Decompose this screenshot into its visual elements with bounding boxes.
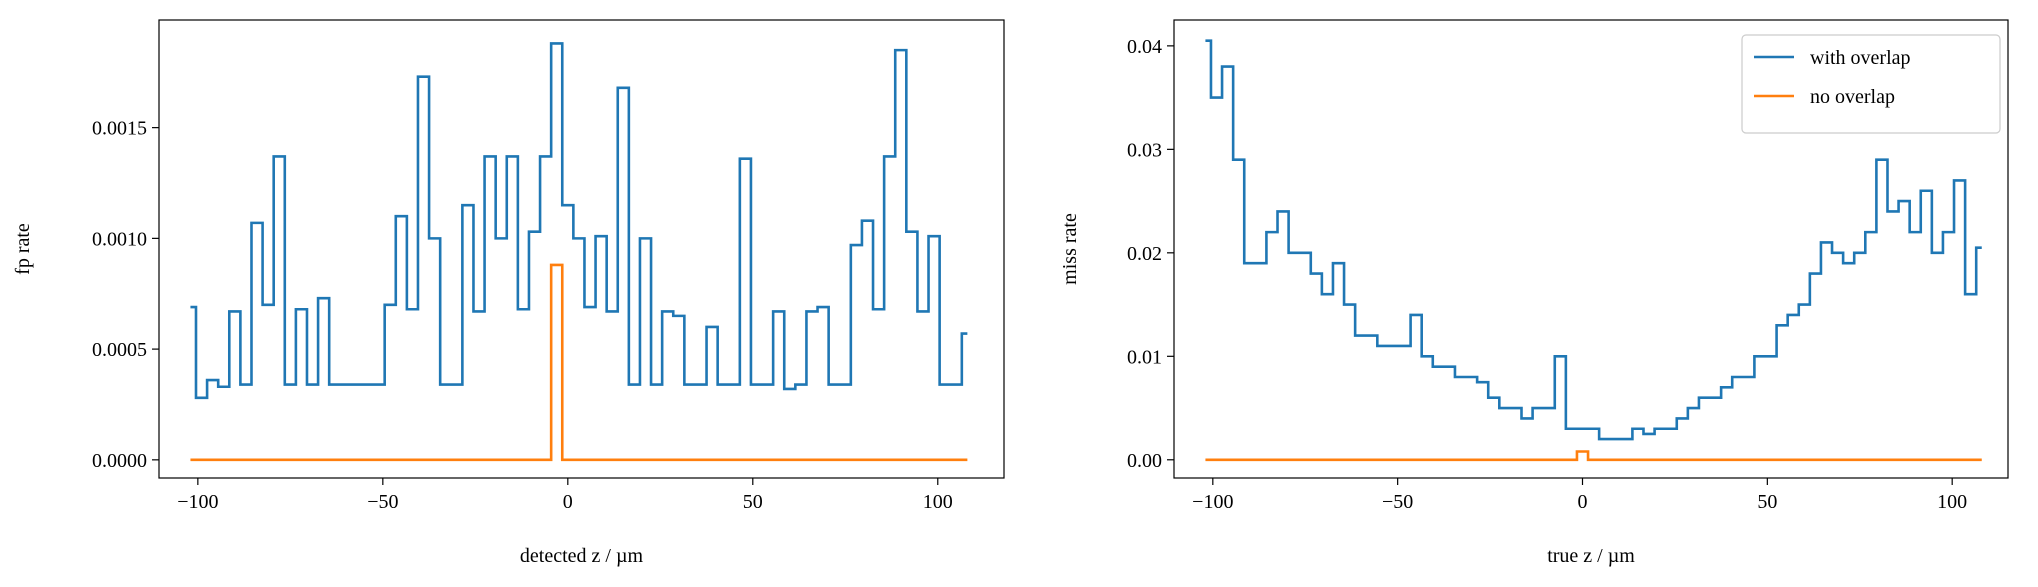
- axes-frame: [158, 19, 1005, 479]
- x-tick-label: 50: [743, 491, 763, 513]
- y-tick-label: 0.0005: [92, 339, 147, 361]
- x-axis-label: detected z / µm: [520, 545, 644, 567]
- x-tick-label: 0: [1577, 491, 1587, 513]
- y-axis-label: fp rate: [12, 223, 34, 275]
- y-tick-label: 0.02: [1127, 243, 1162, 265]
- x-tick-label: 100: [923, 491, 953, 513]
- x-tick-label: −100: [177, 491, 218, 513]
- x-axis-label: true z / µm: [1547, 545, 1635, 567]
- y-tick-label: 0.01: [1127, 346, 1162, 368]
- legend-label: with overlap: [1810, 47, 1911, 69]
- legend-box: [1741, 34, 2001, 134]
- y-tick-label: 0.0015: [92, 118, 147, 140]
- y-tick-label: 0.0010: [92, 228, 147, 250]
- y-axis-label: miss rate: [1059, 213, 1081, 285]
- x-tick-label: 0: [563, 491, 573, 513]
- x-tick-label: 50: [1757, 491, 1777, 513]
- y-tick-label: 0.03: [1127, 139, 1162, 161]
- axes-frame: [1173, 19, 2009, 479]
- x-tick-label: −50: [1382, 491, 1413, 513]
- x-tick-label: −50: [367, 491, 398, 513]
- series-line: [190, 42, 968, 400]
- series-line: [1205, 450, 1982, 462]
- series-line: [190, 263, 968, 462]
- series-line: [1205, 39, 1982, 441]
- x-tick-label: 100: [1937, 491, 1967, 513]
- y-tick-label: 0.00: [1127, 450, 1162, 472]
- y-tick-label: 0.04: [1127, 36, 1162, 58]
- legend-label: no overlap: [1810, 86, 1895, 108]
- x-tick-label: −100: [1192, 491, 1233, 513]
- y-tick-label: 0.0000: [92, 450, 147, 472]
